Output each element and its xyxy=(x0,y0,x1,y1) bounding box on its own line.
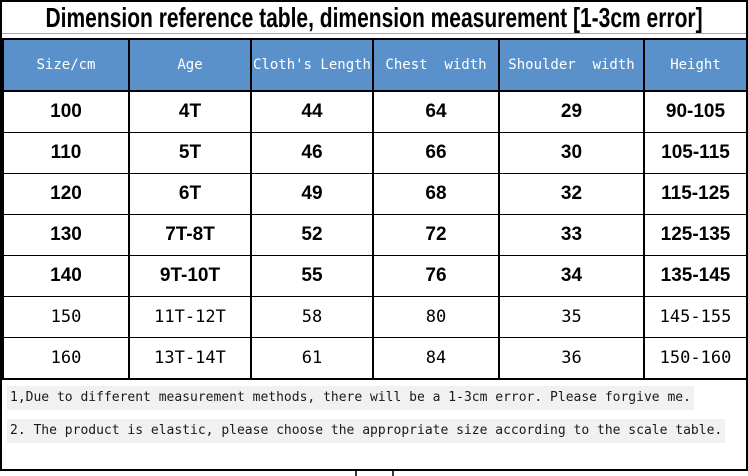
age-cell: 13T-14T xyxy=(128,337,252,380)
size-cell: 150 xyxy=(2,296,130,338)
age-cell: 7T-8T xyxy=(128,214,252,256)
chest-width-cell: 68 xyxy=(372,173,500,215)
size-cell: 130 xyxy=(2,214,130,256)
height-cell: 105-115 xyxy=(643,132,748,174)
cloth-length-cell: 61 xyxy=(250,337,374,380)
table-row-100: 100 4T 44 64 29 90-105 xyxy=(2,90,748,133)
cloth-length-cell: 58 xyxy=(250,296,374,338)
table-row-120: 120 6T 49 68 32 115-125 xyxy=(2,173,748,215)
chest-width-cell: 72 xyxy=(372,214,500,256)
column-header-shoulder-width: Shoulder width xyxy=(498,38,645,92)
column-header-chest-width: Chest width xyxy=(372,38,500,92)
table-row-110: 110 5T 46 66 30 105-115 xyxy=(2,132,748,174)
table-fragment-tick xyxy=(355,471,357,476)
note-line-2: 2. The product is elastic, please choose… xyxy=(7,419,746,443)
height-cell: 125-135 xyxy=(643,214,748,256)
age-cell: 4T xyxy=(128,90,252,133)
shoulder-width-cell: 35 xyxy=(498,296,645,338)
cloth-length-cell: 44 xyxy=(250,90,374,133)
shoulder-width-cell: 34 xyxy=(498,255,645,297)
age-cell: 9T-10T xyxy=(128,255,252,297)
size-cell: 160 xyxy=(2,337,130,380)
shoulder-width-cell: 33 xyxy=(498,214,645,256)
size-cell: 110 xyxy=(2,132,130,174)
size-cell: 120 xyxy=(2,173,130,215)
height-cell: 115-125 xyxy=(643,173,748,215)
column-header-age: Age xyxy=(128,38,252,92)
cloth-length-cell: 52 xyxy=(250,214,374,256)
size-cell: 100 xyxy=(2,90,130,133)
column-header-size: Size/cm xyxy=(2,38,130,92)
height-cell: 135-145 xyxy=(643,255,748,297)
height-cell: 145-155 xyxy=(643,296,748,338)
column-header-cloth-length: Cloth's Length xyxy=(250,38,374,92)
shoulder-width-cell: 32 xyxy=(498,173,645,215)
cloth-length-cell: 55 xyxy=(250,255,374,297)
note-text-elastic: 2. The product is elastic, please choose… xyxy=(7,419,726,443)
column-header-height: Height xyxy=(643,38,748,92)
cropped-next-table-fragment xyxy=(0,471,748,476)
shoulder-width-cell: 30 xyxy=(498,132,645,174)
chest-width-cell: 64 xyxy=(372,90,500,133)
size-table: Size/cm Age Cloth's Length Chest width S… xyxy=(2,38,748,380)
age-cell: 5T xyxy=(128,132,252,174)
chest-width-cell: 66 xyxy=(372,132,500,174)
height-cell: 150-160 xyxy=(643,337,748,380)
table-row-140: 140 9T-10T 55 76 34 135-145 xyxy=(2,255,748,297)
table-row-130: 130 7T-8T 52 72 33 125-135 xyxy=(2,214,748,256)
chest-width-cell: 80 xyxy=(372,296,500,338)
size-cell: 140 xyxy=(2,255,130,297)
age-cell: 11T-12T xyxy=(128,296,252,338)
chest-width-cell: 84 xyxy=(372,337,500,380)
height-cell: 90-105 xyxy=(643,90,748,133)
shoulder-width-cell: 36 xyxy=(498,337,645,380)
table-fragment-tick xyxy=(392,471,394,476)
note-text-error: 1,Due to different measurement methods, … xyxy=(7,386,694,410)
age-cell: 6T xyxy=(128,173,252,215)
shoulder-width-cell: 29 xyxy=(498,90,645,133)
chest-width-cell: 76 xyxy=(372,255,500,297)
cloth-length-cell: 49 xyxy=(250,173,374,215)
table-header-row: Size/cm Age Cloth's Length Chest width S… xyxy=(2,38,748,92)
notes-section: 1,Due to different measurement methods, … xyxy=(2,380,746,443)
table-row-160: 160 13T-14T 61 84 36 150-160 xyxy=(2,337,748,380)
title-bar: Dimension reference table, dimension mea… xyxy=(2,2,746,34)
table-row-150: 150 11T-12T 58 80 35 145-155 xyxy=(2,296,748,338)
cloth-length-cell: 46 xyxy=(250,132,374,174)
note-line-1: 1,Due to different measurement methods, … xyxy=(7,386,746,410)
page-title: Dimension reference table, dimension mea… xyxy=(45,1,703,33)
